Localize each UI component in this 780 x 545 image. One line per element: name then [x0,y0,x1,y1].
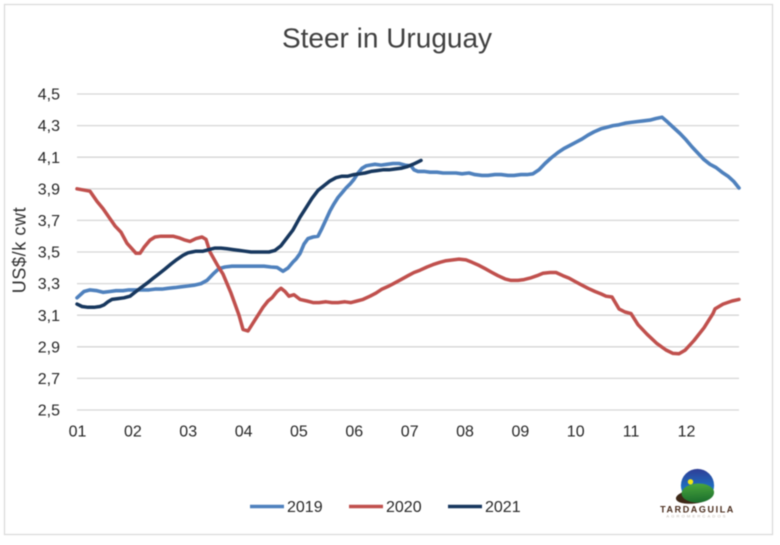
svg-text:2,9: 2,9 [38,339,60,356]
svg-text:03: 03 [179,424,197,441]
svg-text:06: 06 [345,424,363,441]
svg-text:3,1: 3,1 [38,308,60,325]
svg-text:10: 10 [567,424,585,441]
svg-text:08: 08 [456,424,474,441]
svg-text:12: 12 [678,424,696,441]
svg-text:2019: 2019 [287,499,323,516]
svg-text:4,1: 4,1 [38,150,60,167]
svg-text:TARDAGUILA: TARDAGUILA [660,504,735,514]
svg-text:4,3: 4,3 [38,118,60,135]
svg-text:2,5: 2,5 [38,403,60,420]
svg-text:11: 11 [623,424,640,441]
svg-text:04: 04 [235,424,253,441]
svg-text:3,3: 3,3 [38,276,60,293]
svg-text:AGROMERCADOS: AGROMERCADOS [666,514,727,519]
svg-text:3,7: 3,7 [38,213,60,230]
svg-text:2021: 2021 [485,499,521,516]
svg-text:3,9: 3,9 [38,181,60,198]
svg-text:Steer in Uruguay: Steer in Uruguay [282,23,492,54]
svg-text:07: 07 [401,424,419,441]
svg-text:US$/k cwt: US$/k cwt [10,207,30,293]
svg-text:3,5: 3,5 [38,245,60,262]
svg-text:05: 05 [290,424,308,441]
svg-text:2,7: 2,7 [38,371,60,388]
svg-text:01: 01 [69,424,87,441]
svg-text:02: 02 [124,424,142,441]
svg-text:2020: 2020 [386,499,422,516]
svg-text:4,5: 4,5 [38,87,60,104]
svg-text:09: 09 [512,424,530,441]
